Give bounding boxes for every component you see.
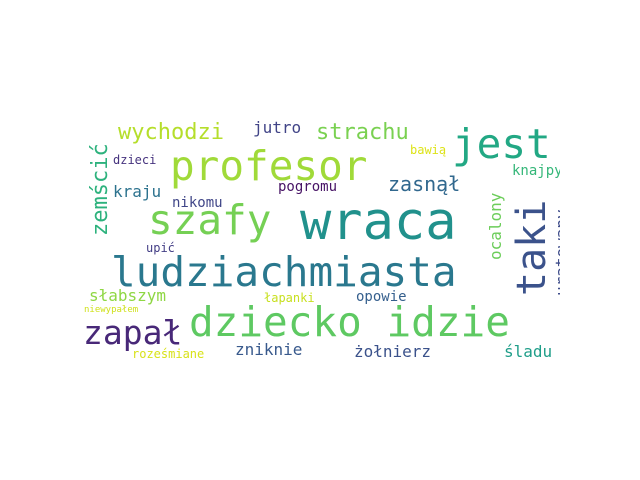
- word-zolnierz: żołnierz: [354, 342, 432, 360]
- word-kraju: kraju: [113, 182, 162, 201]
- word-ludziachmiasta: ludziachmiasta: [111, 248, 457, 296]
- word-zniknie: zniknie: [235, 340, 303, 359]
- word-wraca: wraca: [300, 192, 457, 252]
- word-nikomu: nikomu: [172, 195, 223, 211]
- word-cloud: wraca ludziachmiasta dziecko idzie profe…: [80, 120, 560, 360]
- word-slabszym: słabszym: [89, 286, 167, 305]
- word-knajpy: knajpy: [512, 163, 560, 179]
- word-niewypalem: niewypałem: [84, 305, 139, 315]
- word-opowie: opowie: [356, 289, 407, 305]
- word-upic: upić: [146, 241, 175, 255]
- word-ocalony: ocalony: [486, 192, 505, 260]
- word-uratowany: uratowany: [552, 209, 560, 296]
- word-szafy: szafy: [148, 196, 272, 244]
- word-dziecko-idzie: dziecko idzie: [189, 298, 510, 346]
- word-zasnal: zasnął: [388, 172, 461, 196]
- word-strachu: strachu: [316, 120, 409, 145]
- word-rozesmiane: roześmiane: [132, 347, 205, 360]
- word-pogromu: pogromu: [278, 179, 338, 195]
- word-lapanki: łapanki: [264, 291, 315, 305]
- word-sladu: śladu: [504, 342, 553, 360]
- word-profesor: profesor: [170, 142, 368, 190]
- word-bawia: bawią: [410, 143, 447, 157]
- word-jutro: jutro: [253, 120, 302, 137]
- word-taki: taki: [509, 199, 555, 296]
- word-jest: jest: [452, 120, 551, 168]
- word-dzieci: dzieci: [113, 153, 157, 167]
- word-zapal: zapał: [83, 313, 183, 352]
- word-wychodzi: wychodzi: [118, 120, 224, 145]
- word-zemscic: zemścić: [88, 143, 113, 236]
